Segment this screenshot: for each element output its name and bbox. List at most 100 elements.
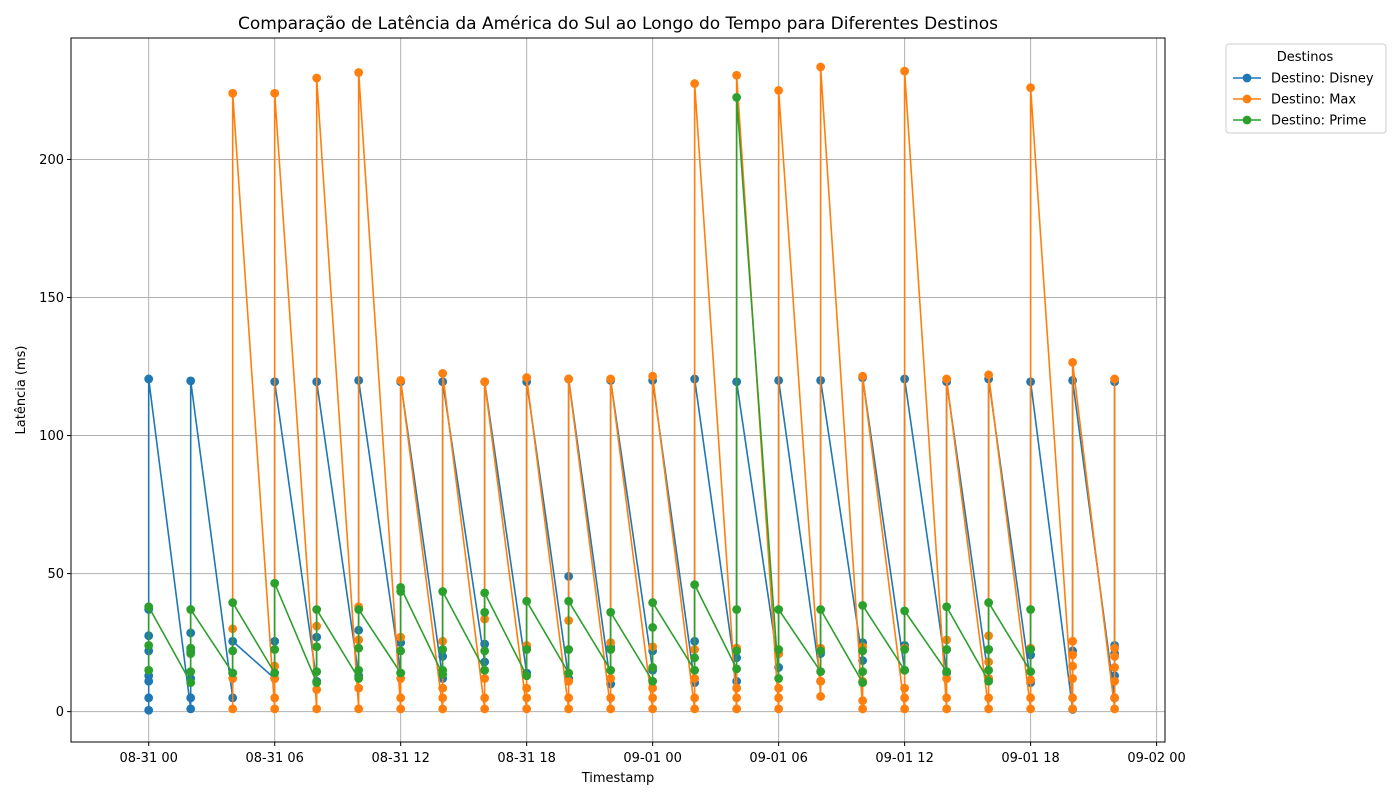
data-point-prime xyxy=(354,665,364,675)
data-point-max xyxy=(312,73,322,83)
data-point-prime xyxy=(984,598,994,607)
x-axis-label: Timestamp xyxy=(581,771,655,786)
data-point-prime xyxy=(690,580,700,590)
legend-label: Destino: Disney xyxy=(1271,72,1374,87)
y-axis-label: Latência (ms) xyxy=(14,346,29,435)
data-point-prime xyxy=(1026,645,1036,654)
y-tick-label: 100 xyxy=(39,429,64,444)
data-point-prime xyxy=(606,645,616,654)
data-point-max xyxy=(354,68,364,77)
data-point-prime xyxy=(816,605,826,614)
data-point-prime xyxy=(144,665,154,675)
data-point-max xyxy=(732,70,742,80)
data-point-max xyxy=(1110,374,1119,384)
data-point-max xyxy=(690,79,700,88)
data-point-max xyxy=(522,693,532,703)
data-point-max xyxy=(312,704,322,714)
series-line-max xyxy=(231,66,1116,710)
data-point-prime xyxy=(1026,605,1036,614)
data-point-max xyxy=(690,704,700,714)
data-point-prime xyxy=(816,646,826,656)
data-point-max xyxy=(1026,675,1036,685)
data-point-max xyxy=(648,693,658,703)
data-point-max xyxy=(606,693,616,703)
data-point-prime xyxy=(354,643,364,653)
data-point-max xyxy=(1068,650,1078,660)
data-point-max xyxy=(648,683,658,693)
y-tick-label: 0 xyxy=(56,705,64,720)
data-point-max xyxy=(732,683,742,693)
data-point-max xyxy=(396,375,406,385)
data-point-max xyxy=(1110,693,1119,703)
legend-entry-prime: Destino: Prime xyxy=(1233,114,1366,129)
data-point-max xyxy=(942,374,952,384)
x-tick-label: 09-02 00 xyxy=(1127,751,1185,766)
data-point-prime xyxy=(522,596,532,606)
data-point-prime xyxy=(270,578,280,588)
data-point-max xyxy=(1110,676,1119,686)
data-point-max xyxy=(606,674,616,683)
x-tick-label: 08-31 12 xyxy=(371,751,429,766)
data-point-prime xyxy=(774,645,784,654)
data-point-prime xyxy=(900,645,910,654)
data-point-max xyxy=(438,693,448,703)
data-point-max xyxy=(1026,693,1036,703)
data-point-prime xyxy=(984,665,994,675)
data-point-max xyxy=(1026,704,1036,714)
data-point-prime xyxy=(984,645,994,654)
data-point-prime xyxy=(606,665,616,675)
data-point-prime xyxy=(522,645,532,654)
data-point-max xyxy=(774,683,784,693)
data-point-prime xyxy=(186,605,196,614)
data-point-max xyxy=(480,693,490,703)
legend-marker xyxy=(1242,73,1252,83)
data-point-prime xyxy=(480,646,490,656)
data-point-prime xyxy=(228,646,238,656)
data-point-prime xyxy=(270,645,280,654)
legend-entry-disney: Destino: Disney xyxy=(1233,72,1374,87)
data-point-max xyxy=(438,369,448,378)
data-point-max xyxy=(774,693,784,703)
data-point-max xyxy=(1110,663,1119,672)
data-point-prime xyxy=(774,605,784,614)
data-point-max xyxy=(480,704,490,714)
data-point-prime xyxy=(144,602,154,612)
axis-ticks: 0 50 100 150 200 08-31 00 08-31 06 08-31 12 08-3… xyxy=(39,153,1186,766)
y-tick-label: 150 xyxy=(39,291,64,306)
data-point-disney xyxy=(144,705,154,715)
data-point-max xyxy=(522,704,532,714)
series-line-disney xyxy=(147,376,1116,711)
legend-entry-max: Destino: Max xyxy=(1233,93,1356,108)
data-point-max xyxy=(690,693,700,703)
data-point-max xyxy=(1110,704,1119,714)
data-point-max xyxy=(816,676,826,686)
data-point-prime xyxy=(186,667,196,676)
data-point-prime xyxy=(480,588,490,598)
data-point-max xyxy=(984,370,994,380)
plot-area: 0 50 100 150 200 08-31 00 08-31 06 08-31 12 08-3… xyxy=(39,37,1186,766)
data-point-disney xyxy=(144,374,154,384)
data-point-prime xyxy=(816,667,826,676)
data-point-prime xyxy=(732,92,742,102)
x-tick-label: 08-31 00 xyxy=(119,751,177,766)
data-point-max xyxy=(1068,661,1078,671)
data-point-max xyxy=(522,683,532,693)
data-point-prime xyxy=(774,674,784,683)
data-point-prime xyxy=(312,642,322,652)
data-point-max xyxy=(900,704,910,714)
data-point-max xyxy=(354,704,364,714)
data-point-prime xyxy=(606,607,616,617)
data-point-max xyxy=(396,693,406,703)
data-point-max xyxy=(942,674,952,683)
data-point-prime xyxy=(858,600,868,610)
data-point-max xyxy=(522,373,532,382)
data-point-max xyxy=(774,704,784,714)
data-point-prime xyxy=(480,607,490,617)
data-point-prime xyxy=(396,583,406,592)
legend-title: Destinos xyxy=(1277,50,1334,65)
data-point-max xyxy=(900,66,910,76)
data-point-prime xyxy=(942,667,952,676)
data-point-max xyxy=(858,704,868,714)
grid-lines xyxy=(71,38,1165,742)
data-point-prime xyxy=(648,663,658,672)
